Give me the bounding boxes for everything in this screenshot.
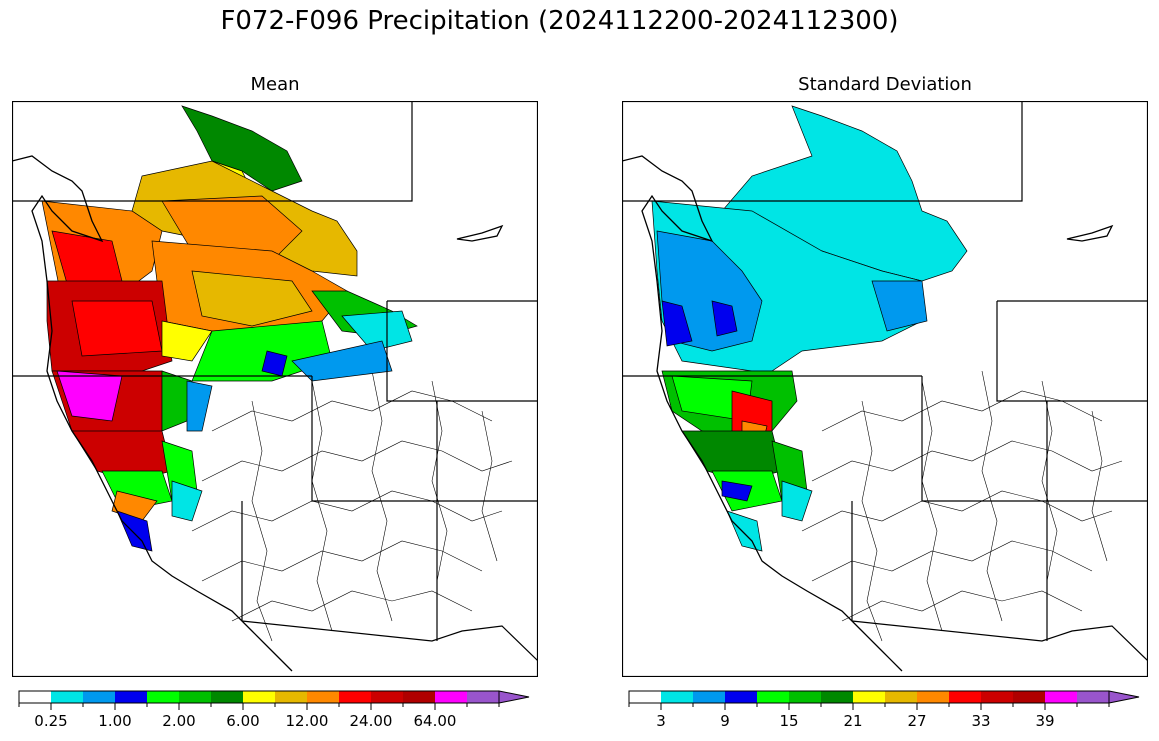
colorbar-swatch (693, 691, 725, 703)
colorbar-swatch (179, 691, 211, 703)
mean-colorbar: 0.25 1.00 2.00 6.00 12.00 24.00 64.00 (12, 689, 542, 741)
colorbar-tick-label: 12.00 (286, 712, 329, 730)
colorbar-swatch (147, 691, 179, 703)
colorbar-swatch (757, 691, 789, 703)
colorbar-swatch (211, 691, 243, 703)
colorbar-tick-label: 3 (656, 712, 666, 730)
colorbar-swatch (403, 691, 435, 703)
colorbar-tick-label: 0.25 (34, 712, 67, 730)
colorbar-tick-label: 2.00 (162, 712, 195, 730)
stddev-panel-title: Standard Deviation (798, 74, 972, 95)
stddev-map[interactable] (621, 100, 1149, 678)
colorbar-swatch (725, 691, 757, 703)
coastline (622, 155, 1114, 672)
colorbar-tick-label: 9 (720, 712, 730, 730)
mean-basins (41, 105, 418, 552)
colorbar-swatch (51, 691, 83, 703)
colorbar-swatch (789, 691, 821, 703)
colorbar-swatch (371, 691, 403, 703)
colorbar-tick-label: 1.00 (98, 712, 131, 730)
colorbar-outline (18, 690, 500, 704)
colorbar-swatch (1013, 691, 1045, 703)
colorbar-tick-label: 39 (1035, 712, 1054, 730)
coastline (12, 155, 504, 672)
mean-map[interactable] (11, 100, 539, 678)
colorbar-tick-label: 21 (843, 712, 862, 730)
colorbar-swatch (115, 691, 147, 703)
stddev-basins (651, 105, 968, 552)
colorbar-tick-label: 27 (907, 712, 926, 730)
colorbar-swatch (1077, 691, 1109, 703)
colorbar-swatch (339, 691, 371, 703)
colorbar-swatch (981, 691, 1013, 703)
state-borders (12, 101, 538, 662)
colorbar-swatch (83, 691, 115, 703)
colorbar-swatch (435, 691, 467, 703)
colorbar-swatch (853, 691, 885, 703)
colorbar-tick-label: 33 (971, 712, 990, 730)
colorbar-swatch (243, 691, 275, 703)
colorbar-swatch (19, 691, 51, 703)
colorbar-tick-label: 24.00 (350, 712, 393, 730)
figure-title: F072-F096 Precipitation (2024112200-2024… (220, 6, 899, 36)
colorbar-outline (628, 690, 1110, 704)
colorbar-tick-label: 6.00 (226, 712, 259, 730)
colorbar-tick-label: 64.00 (414, 712, 457, 730)
colorbar-swatch (307, 691, 339, 703)
colorbar-extend-arrow (498, 690, 530, 704)
colorbar-extend-arrow (1108, 690, 1140, 704)
colorbar-swatch (275, 691, 307, 703)
state-borders (622, 101, 1148, 662)
basin-lines (191, 370, 513, 642)
colorbar-swatch (629, 691, 661, 703)
colorbar-swatch (949, 691, 981, 703)
colorbar-swatch (467, 691, 499, 703)
stddev-colorbar: 3 9 15 21 27 33 39 (622, 689, 1152, 741)
colorbar-swatch (917, 691, 949, 703)
colorbar-swatch (1045, 691, 1077, 703)
colorbar-swatch (885, 691, 917, 703)
colorbar-swatch (821, 691, 853, 703)
colorbar-swatch (661, 691, 693, 703)
colorbar-tick-label: 15 (779, 712, 798, 730)
basin-lines (801, 370, 1123, 642)
mean-panel-title: Mean (250, 74, 300, 95)
